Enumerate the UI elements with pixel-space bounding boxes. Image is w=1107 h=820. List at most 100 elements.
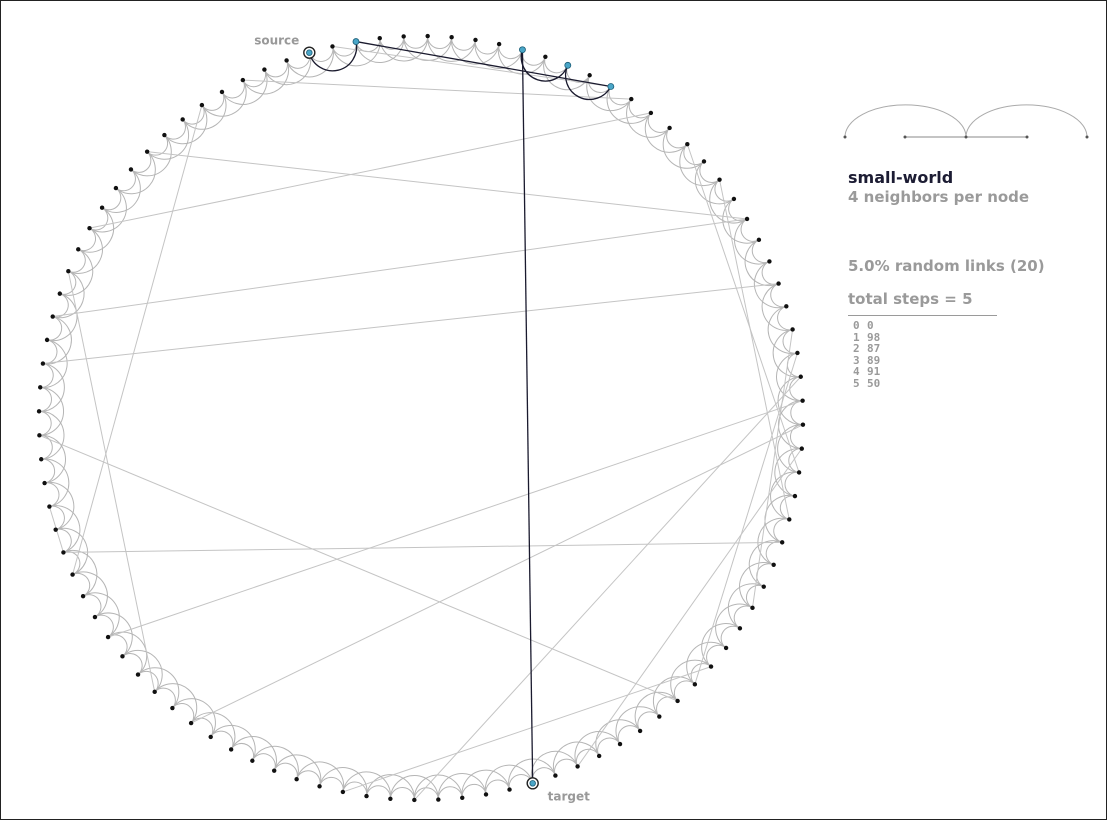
node[interactable] (701, 159, 707, 164)
node[interactable] (53, 527, 58, 532)
node[interactable] (637, 728, 643, 734)
node[interactable] (38, 385, 43, 390)
node[interactable] (70, 572, 75, 577)
node[interactable] (460, 795, 465, 800)
node[interactable] (795, 350, 800, 356)
node[interactable] (723, 645, 729, 651)
node[interactable] (388, 796, 393, 801)
node[interactable] (796, 470, 802, 475)
node[interactable] (657, 714, 662, 719)
node[interactable] (790, 327, 795, 332)
node[interactable] (412, 797, 417, 803)
node[interactable] (294, 776, 299, 782)
node[interactable] (756, 237, 762, 243)
node[interactable] (61, 550, 66, 555)
node[interactable] (629, 96, 634, 102)
node[interactable] (787, 517, 792, 522)
node[interactable] (135, 672, 141, 677)
node[interactable] (737, 626, 743, 631)
node[interactable] (731, 196, 737, 202)
node[interactable] (228, 747, 234, 752)
node[interactable] (685, 141, 690, 147)
node[interactable] (483, 792, 489, 797)
node[interactable] (99, 205, 105, 210)
node[interactable] (44, 337, 50, 343)
node[interactable] (776, 281, 781, 286)
node[interactable] (792, 493, 798, 499)
node[interactable] (377, 36, 382, 41)
node[interactable] (113, 185, 119, 191)
node[interactable] (39, 457, 44, 462)
node[interactable] (340, 789, 346, 795)
node[interactable] (798, 374, 803, 379)
node[interactable] (784, 304, 789, 309)
node[interactable] (40, 361, 46, 366)
node[interactable] (262, 67, 267, 72)
node[interactable] (779, 540, 785, 545)
node[interactable] (250, 758, 255, 763)
node[interactable] (617, 741, 623, 747)
node[interactable] (507, 787, 512, 792)
node[interactable] (240, 77, 246, 83)
node[interactable] (170, 705, 175, 711)
node[interactable] (47, 504, 52, 509)
target-node[interactable] (529, 780, 536, 787)
node[interactable] (401, 34, 406, 39)
node[interactable] (105, 634, 111, 640)
node[interactable] (57, 291, 63, 296)
node[interactable] (50, 314, 55, 319)
node[interactable] (199, 102, 205, 108)
node[interactable] (744, 216, 750, 222)
node[interactable] (162, 132, 167, 138)
node[interactable] (152, 689, 157, 695)
node[interactable] (750, 605, 755, 611)
node[interactable] (208, 734, 213, 740)
node[interactable] (767, 259, 772, 264)
node[interactable] (330, 44, 335, 49)
node[interactable] (284, 58, 289, 63)
node[interactable] (317, 784, 322, 789)
node[interactable] (271, 768, 277, 773)
node[interactable] (761, 584, 766, 589)
node[interactable] (648, 110, 654, 116)
node[interactable] (496, 41, 502, 47)
node[interactable] (553, 773, 558, 778)
node[interactable] (425, 33, 430, 39)
node[interactable] (42, 480, 47, 486)
path-node[interactable] (607, 83, 615, 90)
node[interactable] (36, 409, 42, 414)
node[interactable] (436, 797, 441, 802)
node[interactable] (364, 793, 369, 799)
node[interactable] (675, 698, 680, 704)
path-node[interactable] (519, 46, 526, 54)
node[interactable] (144, 149, 150, 154)
node[interactable] (717, 177, 722, 182)
node[interactable] (771, 562, 776, 568)
node[interactable] (473, 37, 478, 43)
node[interactable] (120, 654, 125, 659)
node[interactable] (92, 614, 98, 620)
node[interactable] (128, 167, 134, 172)
node[interactable] (575, 764, 580, 769)
node[interactable] (800, 398, 805, 403)
node[interactable] (87, 225, 92, 231)
node[interactable] (76, 247, 81, 252)
node[interactable] (66, 268, 71, 274)
node[interactable] (667, 125, 672, 131)
node[interactable] (799, 446, 804, 451)
path-node[interactable] (564, 61, 572, 69)
node[interactable] (80, 593, 86, 599)
node[interactable] (587, 73, 592, 78)
node[interactable] (543, 54, 548, 60)
node[interactable] (708, 664, 714, 669)
path-node[interactable] (352, 38, 360, 45)
node[interactable] (188, 720, 194, 726)
node[interactable] (692, 682, 698, 687)
node[interactable] (180, 117, 185, 122)
source-node[interactable] (306, 49, 313, 56)
nodes[interactable] (36, 33, 806, 803)
node[interactable] (800, 422, 806, 427)
node[interactable] (449, 35, 454, 40)
node[interactable] (596, 753, 602, 759)
